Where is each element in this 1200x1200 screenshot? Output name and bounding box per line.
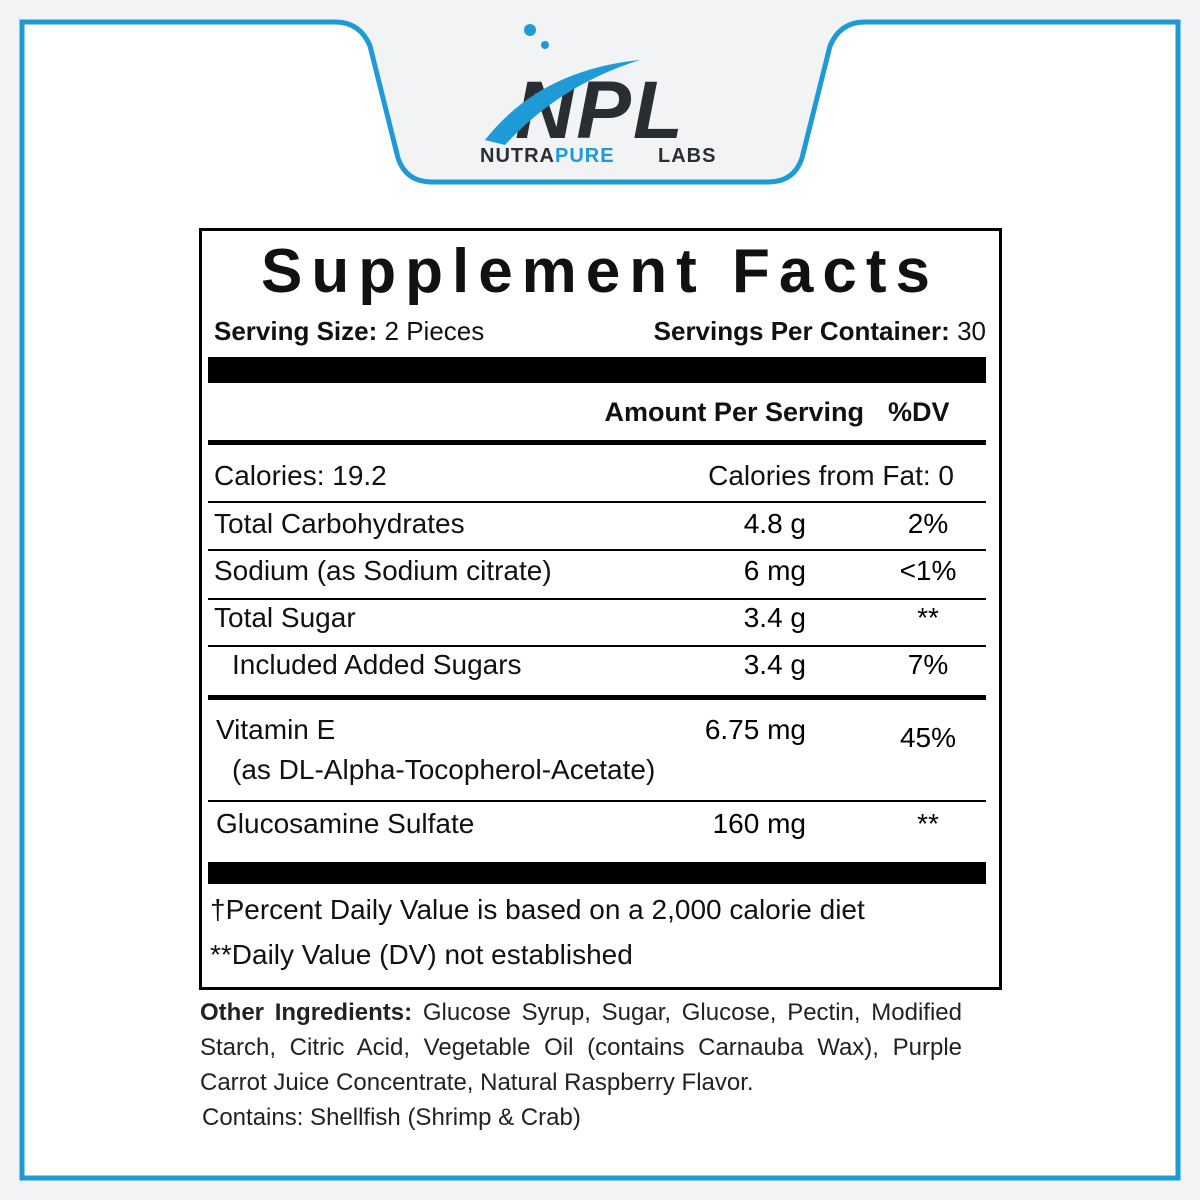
calories-fat: Calories from Fat: 0 [708, 460, 954, 491]
logo-mark: NPL [515, 65, 685, 156]
value: 2 Pieces [384, 316, 485, 346]
serving-size: Serving Size: 2 Pieces [214, 316, 484, 347]
logo-name-part: PURE [555, 145, 615, 167]
rule [208, 695, 986, 700]
row-name: Total Carbohydrates [214, 508, 465, 539]
header-dv: %DV [888, 397, 950, 427]
row-name: Included Added Sugars [232, 649, 522, 680]
row-name: Total Sugar [214, 602, 356, 633]
row-dv: 7% [907, 649, 949, 680]
panel-title: Supplement Facts [261, 237, 939, 306]
footnote: †Percent Daily Value is based on a 2,000… [210, 894, 865, 925]
text: Glucose Syrup, Sugar, Glucose, Pectin, M… [200, 999, 962, 1096]
row-detail: (as DL-Alpha-Tocopherol-Acetate) [232, 754, 656, 785]
row-name: Sodium (as Sodium citrate) [214, 555, 552, 586]
row-amount: 4.8 g [743, 508, 806, 539]
logo-bubble [541, 41, 549, 49]
logo-name-part: LABS [658, 145, 716, 167]
calories: Calories: 19.2 [214, 460, 387, 491]
row-dv: ** [917, 602, 939, 633]
row-name: Vitamin E [216, 714, 336, 745]
rule [208, 549, 986, 551]
contains: Contains: Shellfish (Shrimp & Crab) [202, 1104, 581, 1131]
footnote: **Daily Value (DV) not established [210, 939, 633, 970]
row-dv: 45% [899, 722, 957, 753]
row-dv: ** [917, 808, 939, 839]
logo-name: NUTRA PURE LABS [480, 145, 716, 167]
header-amount: Amount Per Serving [604, 397, 864, 427]
logo-name-part: NUTRA [480, 145, 554, 167]
logo-bubble [524, 24, 536, 36]
other-ingredients: Other Ingredients: Glucose Syrup, Sugar,… [200, 995, 962, 1100]
row-amount: 160 mg [712, 808, 806, 839]
rule [208, 501, 986, 503]
row-dv: 2% [907, 508, 949, 539]
rule [208, 440, 986, 445]
value: 30 [957, 316, 986, 346]
row-amount: 6.75 mg [704, 714, 806, 745]
rule [208, 862, 986, 884]
label: Servings Per Container: [653, 316, 950, 346]
logo-swoosh [485, 60, 640, 145]
row-name: Glucosamine Sulfate [216, 808, 475, 839]
label: Serving Size: [214, 316, 378, 346]
rule [208, 800, 986, 802]
row-amount: 3.4 g [743, 649, 806, 680]
rule [208, 598, 986, 600]
servings: Servings Per Container: 30 [654, 316, 986, 347]
row-dv: <1% [899, 555, 957, 586]
row-amount: 3.4 g [743, 602, 806, 633]
row-amount: 6 mg [743, 555, 806, 586]
rule [208, 645, 986, 647]
label: Other Ingredients: [200, 999, 413, 1026]
rule [208, 357, 986, 383]
